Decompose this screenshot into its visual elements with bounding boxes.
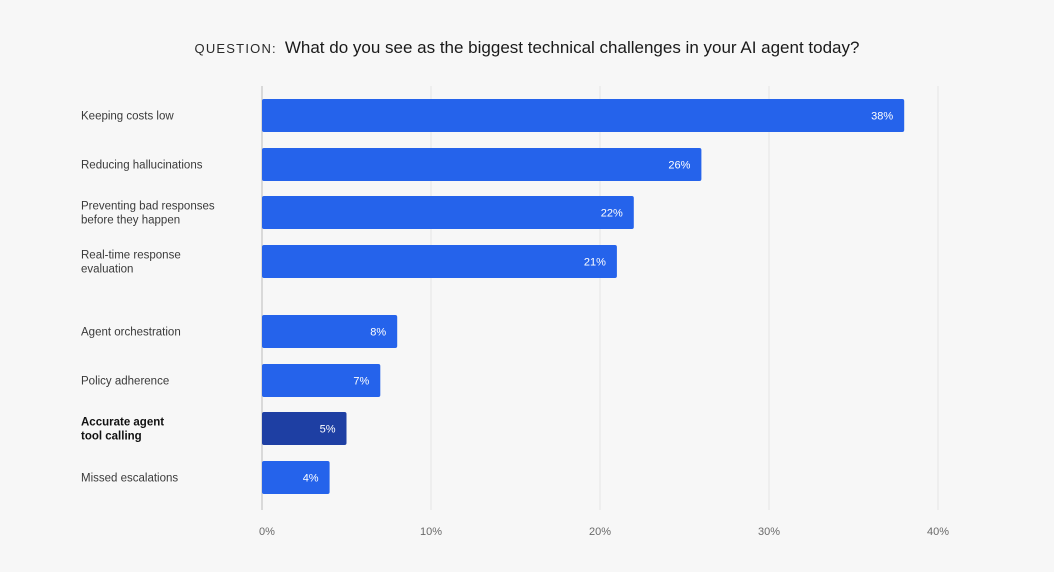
bars: 38% 26% 22% 21% 8% 7% 5% 4% — [262, 99, 905, 494]
bar-value-label: 26% — [668, 160, 690, 172]
category-label: Agent orchestration — [81, 327, 181, 339]
category-label: Policy adherence — [81, 376, 169, 388]
category-label-line: before they happen — [81, 215, 180, 227]
category-label-line: Real-time response — [81, 250, 181, 262]
category-label-line: Policy adherence — [81, 376, 169, 388]
bar-value-label: 22% — [601, 208, 623, 220]
category-label-line: Missed escalations — [81, 473, 178, 485]
category-label-line: Accurate agent — [81, 417, 164, 429]
category-label-line: Reducing hallucinations — [81, 160, 203, 172]
category-label-line: evaluation — [81, 264, 133, 276]
bar-value-label: 8% — [370, 327, 386, 339]
category-label: Preventing bad responses before they happ… — [81, 201, 215, 227]
category-label: Missed escalations — [81, 473, 178, 485]
bar — [262, 315, 398, 348]
bar-value-label: 21% — [584, 257, 606, 269]
bar-value-label: 38% — [871, 111, 893, 123]
category-label: Real-time response evaluation — [81, 250, 181, 276]
x-axis-ticks: 0% 10% 20% 30% 40% — [259, 526, 949, 538]
bar — [262, 99, 905, 132]
category-label-line: Keeping costs low — [81, 111, 174, 123]
category-labels: Keeping costs low Reducing hallucinations… — [81, 111, 215, 485]
x-tick-label: 10% — [420, 526, 442, 538]
category-label: Reducing hallucinations — [81, 160, 203, 172]
x-tick-label: 40% — [927, 526, 949, 538]
question-text: What do you see as the biggest technical… — [284, 38, 860, 57]
bar — [262, 364, 381, 397]
bar — [262, 196, 634, 229]
bar-value-label: 4% — [303, 473, 319, 485]
category-label: Keeping costs low — [81, 111, 174, 123]
question-prefix: QUESTION: — [194, 41, 277, 56]
bar-value-label: 7% — [353, 376, 369, 388]
bar — [262, 412, 347, 445]
bar — [262, 245, 617, 278]
category-label: Accurate agent tool calling — [81, 417, 164, 443]
x-tick-label: 30% — [758, 526, 780, 538]
bar — [262, 148, 702, 181]
x-tick-label: 0% — [259, 526, 275, 538]
chart-title: QUESTION: What do you see as the biggest … — [0, 38, 1054, 58]
x-tick-label: 20% — [589, 526, 611, 538]
category-label-line: tool calling — [81, 431, 142, 443]
bar — [262, 461, 330, 494]
category-label-line: Preventing bad responses — [81, 201, 215, 213]
category-label-line: Agent orchestration — [81, 327, 181, 339]
bar-value-label: 5% — [320, 424, 336, 436]
